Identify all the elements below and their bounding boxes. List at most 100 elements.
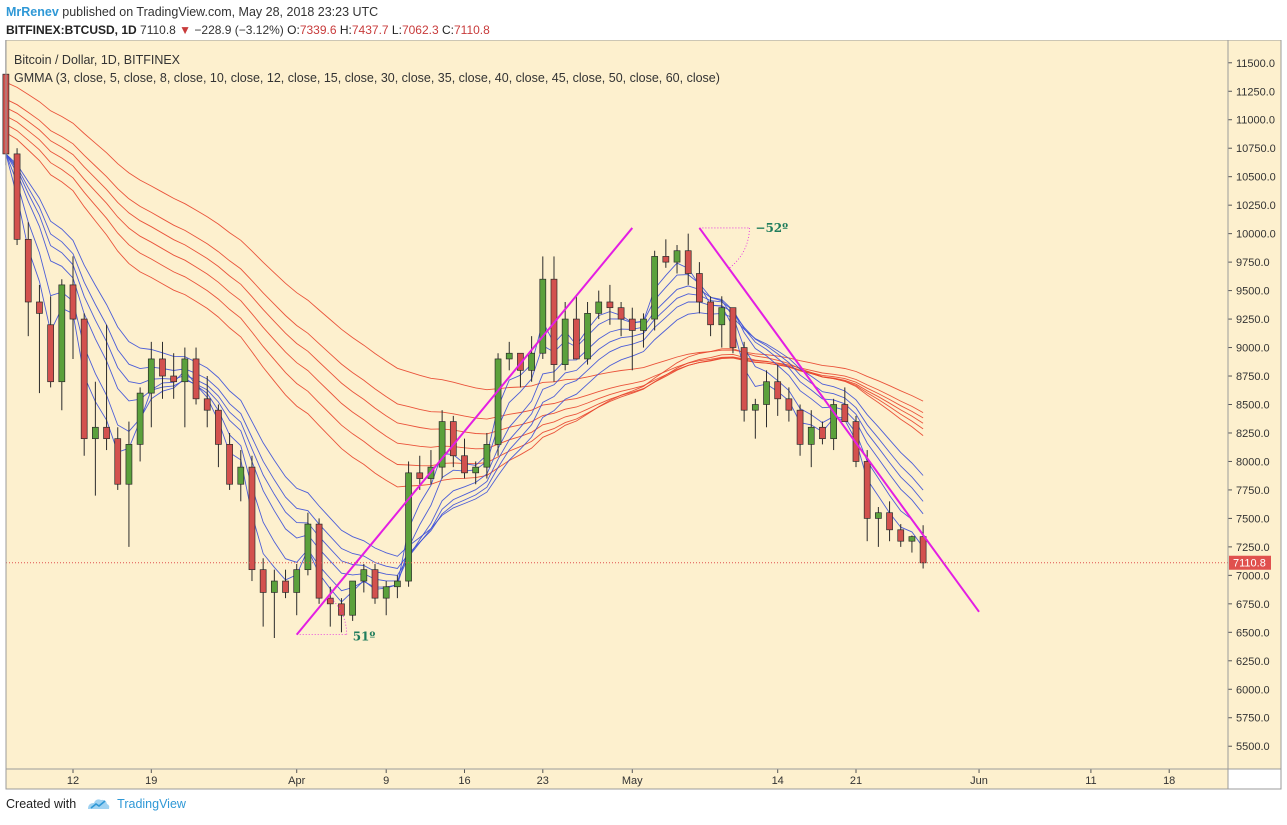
trendline[interactable] [698, 227, 980, 613]
short-ema-line [5, 153, 924, 582]
up-candle [181, 358, 189, 383]
price-tick-label: 6250.0 [1236, 656, 1270, 668]
up-candle [561, 318, 569, 365]
up-candle [584, 313, 591, 360]
down-candle [919, 536, 927, 564]
price-axis[interactable] [1228, 40, 1281, 769]
down-candle [282, 580, 289, 593]
close-label: C: [441, 23, 454, 37]
short-ema-line [5, 153, 924, 557]
time-tick-label: 23 [537, 775, 549, 787]
down-candle [796, 409, 804, 445]
chart-frame [5, 40, 1282, 790]
low-label: L: [391, 23, 402, 37]
down-candle [707, 301, 714, 326]
price-tick-label: 10750.0 [1236, 143, 1276, 155]
down-candle [69, 284, 77, 320]
down-candle [841, 404, 849, 422]
chart-header: MrRenev published on TradingView.com, Ma… [6, 2, 1281, 40]
up-candle [360, 569, 368, 582]
price-tick-label: 7000.0 [1236, 570, 1270, 582]
last-price-tag-text: 7110.8 [1233, 558, 1266, 570]
up-candle [483, 444, 491, 468]
candles [2, 40, 927, 639]
price-tick-label: 8750.0 [1236, 371, 1270, 383]
up-candle [640, 318, 647, 331]
down-candle [338, 603, 345, 616]
down-candle [80, 318, 88, 440]
trendlines[interactable]: 51º −52º [295, 221, 980, 644]
angle-label: 51º [353, 630, 376, 644]
price-tick-label: 7750.0 [1236, 485, 1270, 497]
price-tick-label: 7500.0 [1236, 513, 1270, 525]
down-candle [617, 307, 625, 320]
time-tick-label: 21 [850, 775, 862, 787]
time-tick-label: Jun [970, 775, 988, 787]
down-candle [517, 352, 524, 371]
price-tick-label: 6750.0 [1236, 599, 1270, 611]
up-candle [673, 250, 681, 263]
last-price-tag: 7110.8 [1229, 555, 1271, 570]
angle-label: −52º [755, 221, 788, 235]
up-candle [237, 466, 245, 485]
down-candle [226, 444, 233, 485]
time-axis[interactable] [6, 769, 1228, 789]
time-tick-label: 14 [772, 775, 784, 787]
down-candle [729, 307, 737, 348]
close-value: 7110.8 [453, 23, 490, 37]
up-candle [651, 256, 659, 320]
time-tick-label: May [622, 775, 643, 787]
price-tick-label: 10250.0 [1236, 200, 1276, 212]
tradingview-logo-icon [87, 799, 109, 809]
tradingview-link[interactable]: TradingView [117, 797, 186, 811]
down-candle [114, 438, 122, 485]
chart-background [6, 40, 1228, 769]
author-link[interactable]: MrRenev [6, 5, 59, 19]
down-candle [416, 472, 424, 479]
price-tick-label: 7250.0 [1236, 542, 1270, 554]
up-candle [875, 512, 882, 519]
up-candle [147, 358, 155, 394]
price-tick-label: 8250.0 [1236, 428, 1270, 440]
down-candle [774, 381, 782, 400]
up-candle [539, 278, 547, 354]
down-candle [315, 523, 323, 599]
price-tick-label: 10000.0 [1236, 229, 1276, 241]
down-candle [215, 409, 222, 445]
down-candle [819, 426, 826, 440]
down-candle [13, 153, 21, 240]
down-candle [170, 375, 178, 383]
up-candle [908, 536, 916, 542]
up-candle [125, 444, 133, 485]
down-candle [461, 455, 468, 474]
price-chart[interactable]: 51º −52º 11500.0 11250.0 11000.0 10750.0 1050… [0, 40, 1287, 792]
long-ema-line [5, 98, 924, 420]
down-candle [863, 461, 871, 519]
price-tick-label: 9750.0 [1236, 257, 1270, 269]
price-tick-label: 11250.0 [1236, 86, 1275, 98]
long-ema-line [5, 81, 924, 402]
chart-title: Bitcoin / Dollar, 1D, BITFINEX [14, 53, 181, 67]
down-candle [259, 569, 267, 593]
down-candle [326, 597, 334, 605]
created-with-label: Created with [6, 797, 77, 811]
down-candle [24, 238, 32, 303]
price-tick-label: 11000.0 [1236, 115, 1275, 127]
up-candle [472, 466, 480, 474]
up-candle [304, 523, 312, 571]
published-text: published on TradingView.com, May 28, 20… [62, 5, 379, 19]
time-axis-ticks: 12 19 Apr 9 16 23 May 14 21 Jun 11 18 [67, 769, 1175, 787]
up-candle [494, 358, 502, 445]
short-ema-line [5, 153, 924, 576]
angle-arc [728, 227, 750, 269]
down-candle [785, 398, 793, 411]
price-tick-label: 11500.0 [1236, 58, 1275, 70]
up-candle [92, 426, 99, 440]
down-candle [684, 250, 692, 274]
down-candle [103, 426, 110, 440]
down-candle [886, 512, 893, 531]
up-candle [751, 404, 759, 411]
down-candle [248, 466, 256, 571]
price-change: −228.9 (−3.12%) [194, 23, 284, 37]
trendline[interactable] [295, 227, 634, 636]
